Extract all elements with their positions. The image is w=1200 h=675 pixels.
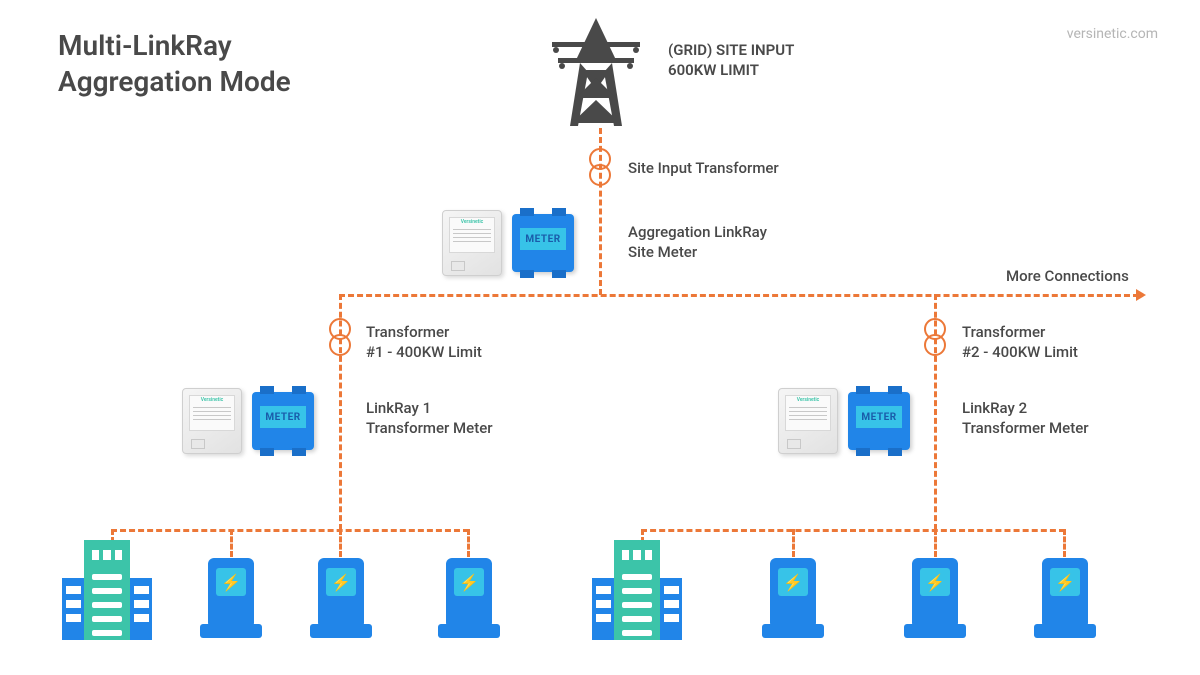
bus-bar-line [339, 294, 1139, 297]
site-meter-label-line1: Aggregation LinkRay [628, 222, 767, 242]
more-connections-arrow-icon [1136, 289, 1146, 301]
branch1-charger2-icon: ⚡ [310, 558, 372, 638]
title-line1: Multi-LinkRay [58, 28, 291, 64]
branch1-xf-line1: Transformer [366, 322, 482, 342]
page-title: Multi-LinkRay Aggregation Mode [58, 28, 291, 101]
site-meter-icon: METER [512, 214, 574, 272]
branch2-charger3-icon: ⚡ [1034, 558, 1096, 638]
branch2-meter-icon: METER [848, 392, 910, 450]
branch1-meter-line2: Transformer Meter [366, 418, 493, 438]
branch1-building-icon [62, 540, 152, 640]
site-meter-label-line2: Site Meter [628, 242, 767, 262]
device-brand: Versinetic [183, 397, 241, 403]
branch1-drop-charger3 [467, 529, 470, 557]
meter-text: METER [856, 406, 902, 428]
branch1-drop-charger1 [230, 529, 233, 557]
branch1-transformer-icon [328, 318, 352, 358]
device-brand: Versinetic [443, 219, 501, 225]
branch1-transformer-label: Transformer #1 - 400KW Limit [366, 322, 482, 363]
branch2-xf-line2: #2 - 400KW Limit [962, 342, 1078, 362]
grid-input-label: (GRID) SITE INPUT 600KW LIMIT [668, 40, 794, 81]
aggregation-linkray-device-icon: Versinetic [442, 210, 502, 276]
site-transformer-label: Site Input Transformer [628, 158, 779, 178]
branch2-transformer-icon [923, 318, 947, 358]
title-line2: Aggregation Mode [58, 64, 291, 100]
branch1-meter-icon: METER [252, 392, 314, 450]
more-connections-label: More Connections [1006, 266, 1129, 286]
branch2-xf-line1: Transformer [962, 322, 1078, 342]
site-meter-label: Aggregation LinkRay Site Meter [628, 222, 767, 263]
branch1-linkray-device-icon: Versinetic [182, 388, 242, 454]
grid-tower-icon [546, 18, 646, 132]
branch2-meter-line1: LinkRay 2 [962, 398, 1089, 418]
site-transformer-icon [588, 148, 612, 188]
branch2-building-icon [592, 540, 682, 640]
branch1-xf-line2: #1 - 400KW Limit [366, 342, 482, 362]
branch1-meter-line1: LinkRay 1 [366, 398, 493, 418]
branch2-drop-charger2 [934, 529, 937, 557]
grid-label-line1: (GRID) SITE INPUT [668, 40, 794, 60]
branch2-drop-charger1 [792, 529, 795, 557]
branch2-meter-line2: Transformer Meter [962, 418, 1089, 438]
device-brand: Versinetic [779, 397, 837, 403]
branch1-charger1-icon: ⚡ [200, 558, 262, 638]
branch2-split-line [641, 529, 1065, 532]
watermark: versinetic.com [1067, 26, 1158, 42]
branch2-transformer-label: Transformer #2 - 400KW Limit [962, 322, 1078, 363]
branch2-linkray-device-icon: Versinetic [778, 388, 838, 454]
branch2-meter-label: LinkRay 2 Transformer Meter [962, 398, 1089, 439]
branch2-charger2-icon: ⚡ [904, 558, 966, 638]
branch1-charger3-icon: ⚡ [438, 558, 500, 638]
branch2-charger1-icon: ⚡ [762, 558, 824, 638]
branch1-drop-charger2 [339, 529, 342, 557]
branch2-drop-charger3 [1063, 529, 1066, 557]
meter-text: METER [260, 406, 306, 428]
meter-text: METER [520, 228, 566, 250]
branch1-meter-label: LinkRay 1 Transformer Meter [366, 398, 493, 439]
grid-label-line2: 600KW LIMIT [668, 60, 794, 80]
branch1-split-line [111, 529, 469, 532]
